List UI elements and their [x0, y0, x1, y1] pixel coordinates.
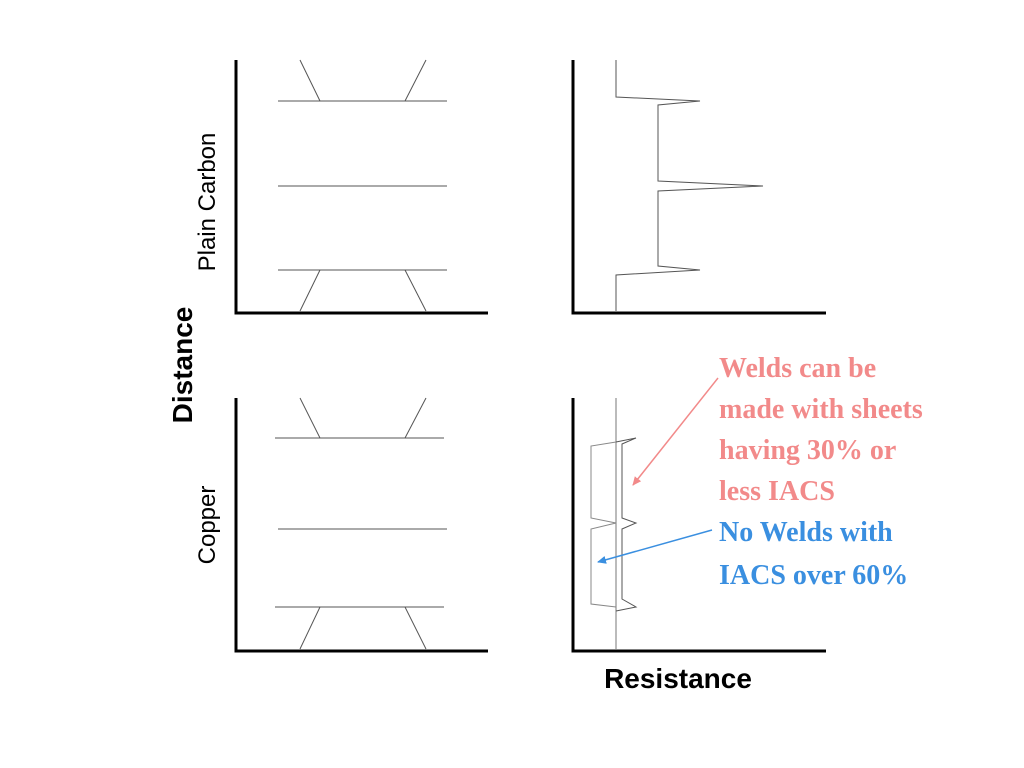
- distance-axis-label: Distance: [167, 307, 198, 424]
- resistance-profile: [615, 60, 764, 311]
- copper-label: Copper: [194, 486, 221, 565]
- resistance-profile-30pct: [615, 437, 638, 612]
- y-axis: [234, 398, 488, 653]
- electrode-top-right-edge: [404, 397, 427, 439]
- electrode-bottom-left-edge: [299, 269, 321, 312]
- panel-plain-carbon-stack: [234, 59, 488, 315]
- electrode-top-right-edge: [404, 59, 427, 102]
- axis: [571, 60, 826, 315]
- welds-ok-annotation: Welds can be made with sheets having 30%…: [719, 353, 923, 507]
- plain-carbon-label: Plain Carbon: [194, 133, 221, 272]
- electrode-top-left-edge: [299, 59, 321, 102]
- resistance-axis-label: Resistance: [604, 663, 752, 694]
- electrode-bottom-right-edge: [404, 269, 427, 312]
- no-welds-annotation: No Welds with IACS over 60%: [719, 517, 908, 591]
- panel-copper-stack: [234, 397, 488, 653]
- electrode-bottom-left-edge: [299, 606, 321, 650]
- panel-copper-resistance: [571, 398, 826, 653]
- welds-ok-line-1: Welds can be: [719, 353, 876, 384]
- welds-ok-line-4: less IACS: [719, 476, 835, 507]
- welds-ok-arrow: [632, 377, 719, 486]
- electrode-bottom-right-edge: [404, 606, 427, 650]
- y-axis: [234, 60, 488, 315]
- panel-plain-carbon-resistance: [571, 60, 826, 315]
- welds-ok-line-3: having 30% or: [719, 435, 896, 466]
- no-welds-line-1: No Welds with: [719, 517, 893, 548]
- welds-ok-line-2: made with sheets: [719, 394, 923, 425]
- axis: [571, 398, 826, 653]
- resistance-profile-60pct: [590, 441, 617, 608]
- no-welds-line-2: IACS over 60%: [719, 560, 908, 591]
- no-welds-arrow: [597, 529, 713, 564]
- electrode-top-left-edge: [299, 397, 321, 439]
